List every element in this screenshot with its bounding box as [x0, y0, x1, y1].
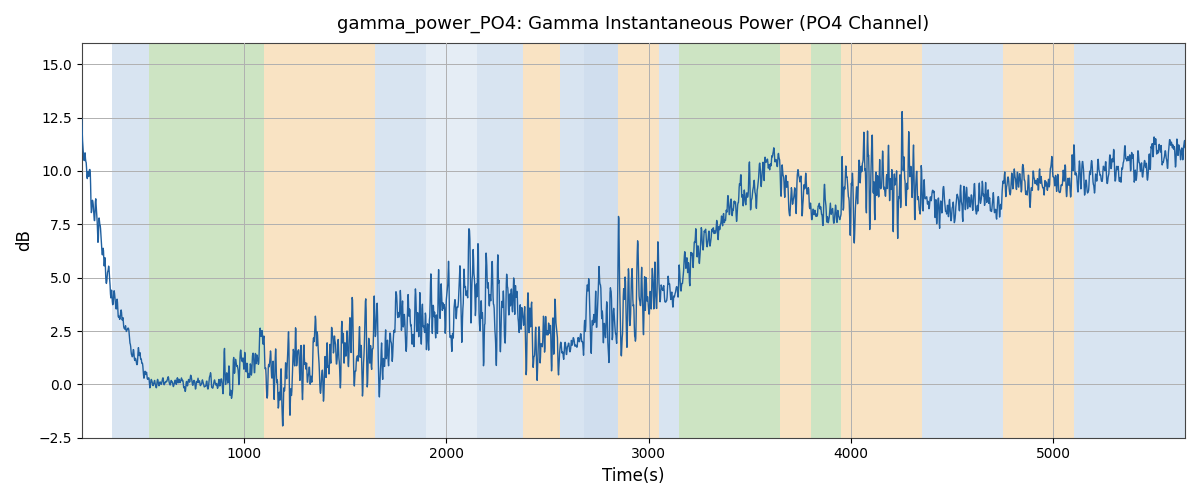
- Bar: [780, 43, 810, 438]
- Bar: [618, 43, 659, 438]
- Bar: [583, 43, 618, 438]
- Bar: [149, 43, 264, 438]
- Y-axis label: dB: dB: [14, 230, 34, 251]
- Bar: [679, 43, 780, 438]
- Bar: [659, 43, 679, 438]
- Bar: [841, 43, 922, 438]
- Bar: [476, 43, 523, 438]
- Bar: [922, 43, 1003, 438]
- X-axis label: Time(s): Time(s): [602, 467, 665, 485]
- Bar: [1074, 43, 1186, 438]
- Bar: [426, 43, 476, 438]
- Bar: [112, 43, 149, 438]
- Title: gamma_power_PO4: Gamma Instantaneous Power (PO4 Channel): gamma_power_PO4: Gamma Instantaneous Pow…: [337, 15, 930, 34]
- Bar: [810, 43, 841, 438]
- Bar: [523, 43, 559, 438]
- Bar: [264, 43, 376, 438]
- Bar: [1003, 43, 1074, 438]
- Bar: [559, 43, 583, 438]
- Bar: [376, 43, 426, 438]
